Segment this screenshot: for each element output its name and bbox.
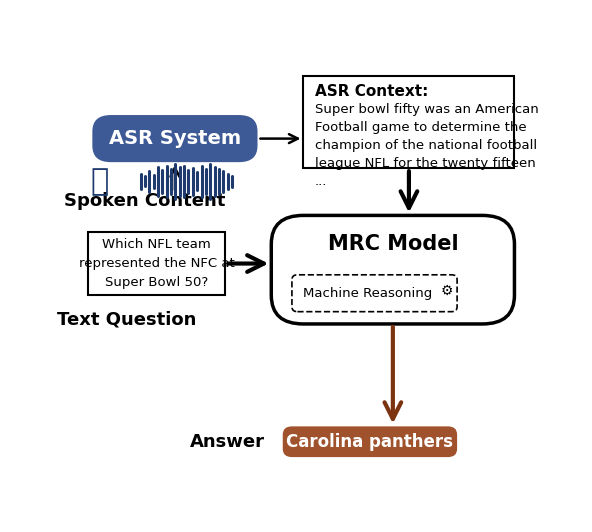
Text: Carolina panthers: Carolina panthers bbox=[287, 433, 453, 451]
Text: ⚙: ⚙ bbox=[441, 284, 453, 298]
Text: MRC Model: MRC Model bbox=[327, 234, 458, 254]
Text: Which NFL team
represented the NFC at
Super Bowl 50?: Which NFL team represented the NFC at Su… bbox=[79, 238, 234, 289]
Text: Text Question: Text Question bbox=[57, 311, 197, 329]
FancyBboxPatch shape bbox=[292, 275, 457, 312]
FancyBboxPatch shape bbox=[88, 232, 226, 295]
Text: Super bowl fifty was an American
Football game to determine the
champion of the : Super bowl fifty was an American Footbal… bbox=[315, 103, 539, 188]
FancyBboxPatch shape bbox=[271, 215, 514, 324]
FancyBboxPatch shape bbox=[92, 115, 258, 162]
FancyBboxPatch shape bbox=[283, 426, 457, 457]
Text: ASR Context:: ASR Context: bbox=[315, 84, 428, 98]
Text: ASR System: ASR System bbox=[109, 129, 241, 148]
Text: 🔊: 🔊 bbox=[90, 167, 108, 196]
FancyBboxPatch shape bbox=[304, 76, 514, 168]
Text: Spoken Content: Spoken Content bbox=[65, 192, 226, 210]
Text: Answer: Answer bbox=[190, 433, 265, 451]
Text: Machine Reasoning: Machine Reasoning bbox=[304, 287, 433, 300]
